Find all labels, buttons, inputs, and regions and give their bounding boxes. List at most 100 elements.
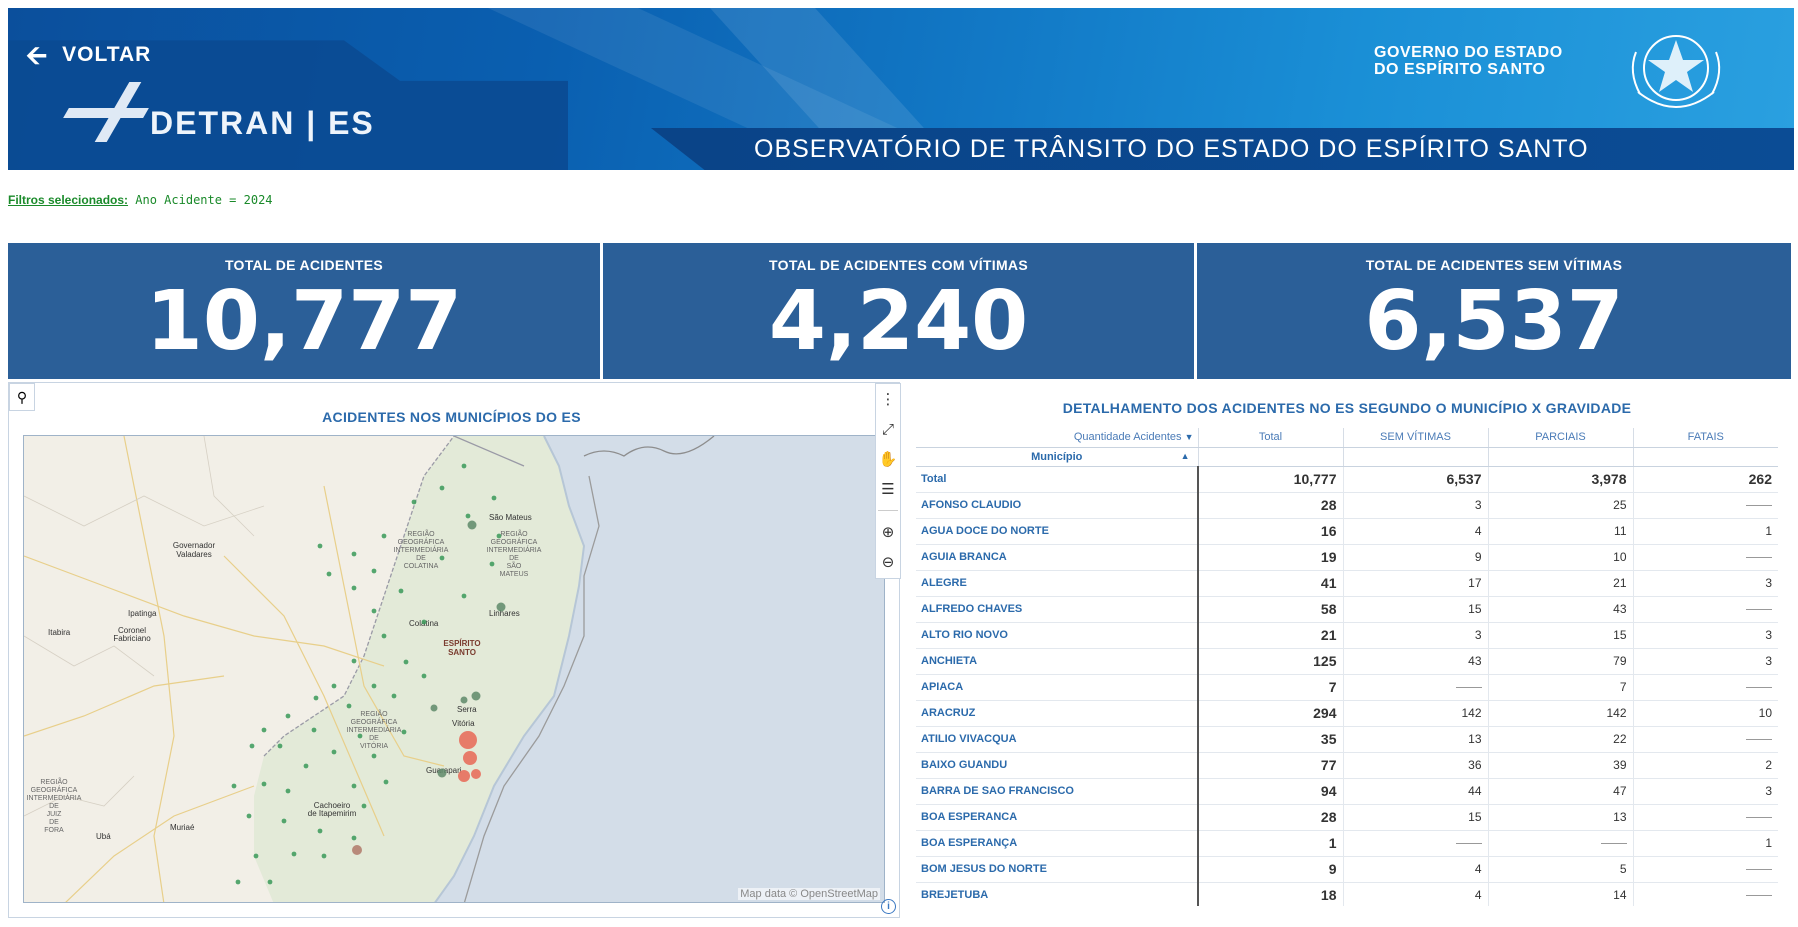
row-name: ATILIO VIVACQUA bbox=[916, 726, 1199, 753]
measure-label: Quantidade Acidentes bbox=[1073, 431, 1182, 444]
layers-icon[interactable]: ☰ bbox=[881, 481, 895, 498]
map-credit: Map data © OpenStreetMap bbox=[738, 888, 880, 900]
table-row[interactable]: BOA ESPERANCA 28 15 13 bbox=[916, 804, 1778, 831]
cell-total: 77 bbox=[1197, 752, 1343, 779]
map-panel: ⚲ ACIDENTES NOS MUNICÍPIOS DO ES bbox=[8, 382, 901, 918]
col-header-fatais[interactable]: FATAIS bbox=[1632, 428, 1778, 448]
row-name: ARACRUZ bbox=[916, 700, 1199, 727]
table-row[interactable]: ALFREDO CHAVES 58 15 43 bbox=[916, 596, 1778, 623]
map-pin-button[interactable]: ⚲ bbox=[9, 383, 35, 411]
info-icon[interactable]: i bbox=[881, 899, 896, 914]
row-header-municipio[interactable]: Município ▲ bbox=[916, 447, 1198, 467]
row-name: ALTO RIO NOVO bbox=[916, 622, 1199, 649]
detran-logo-text: DETRAN | ES bbox=[150, 104, 375, 141]
table-row[interactable]: ATILIO VIVACQUA 35 13 22 bbox=[916, 726, 1778, 753]
table-row[interactable]: BOA ESPERANÇA 1 1 bbox=[916, 830, 1778, 857]
table-row-total[interactable]: Total 10,777 6,537 3,978 262 bbox=[916, 466, 1778, 493]
map-label-es-2: SANTO bbox=[448, 648, 476, 657]
cell-parciais: 22 bbox=[1487, 726, 1633, 753]
svg-text:DE: DE bbox=[509, 555, 519, 562]
expand-icon[interactable]: ⤢ bbox=[881, 420, 894, 438]
table-row[interactable]: AFONSO CLAUDIO 28 3 25 bbox=[916, 492, 1778, 519]
map-label-vitoria: Vitória bbox=[452, 719, 475, 728]
cell-total: 41 bbox=[1197, 570, 1343, 597]
svg-text:GEOGRÁFICA: GEOGRÁFICA bbox=[351, 717, 398, 726]
map-label-sao-mateus: São Mateus bbox=[489, 513, 532, 522]
kpi-value: 10,777 bbox=[145, 274, 463, 369]
cell-total: 28 bbox=[1197, 804, 1343, 831]
map-toolbar: ⋮ ⤢ ✋ ☰ ⊕ ⊖ bbox=[875, 383, 901, 579]
cell-parciais: 14 bbox=[1487, 882, 1633, 906]
map-label-cachoeiro-2: de Itapemirim bbox=[308, 809, 357, 818]
table-title: DETALHAMENTO DOS ACIDENTES NO ES SEGUNDO… bbox=[1062, 400, 1632, 416]
cell-parciais: 13 bbox=[1487, 804, 1633, 831]
cell-fatais: 10 bbox=[1632, 700, 1778, 727]
cell-parciais: 11 bbox=[1487, 518, 1633, 545]
svg-text:FORA: FORA bbox=[44, 827, 64, 834]
cell-total: 94 bbox=[1197, 778, 1343, 805]
cell-parciais: 43 bbox=[1487, 596, 1633, 623]
measure-header[interactable]: Quantidade Acidentes ▼ bbox=[916, 428, 1198, 448]
table-row[interactable]: AGUA DOCE DO NORTE 16 4 11 1 bbox=[916, 518, 1778, 545]
kpi-value: 6,537 bbox=[1364, 274, 1624, 369]
table-row[interactable]: ARACRUZ 294 142 142 10 bbox=[916, 700, 1778, 727]
selected-filters: Filtros selecionados: Ano Acidente = 202… bbox=[8, 193, 273, 207]
filters-label[interactable]: Filtros selecionados: bbox=[8, 193, 129, 207]
table-row[interactable]: BAIXO GUANDU 77 36 39 2 bbox=[916, 752, 1778, 779]
pan-hand-icon[interactable]: ✋ bbox=[878, 451, 898, 468]
detran-cross-icon bbox=[63, 82, 149, 142]
map-label-uba: Ubá bbox=[96, 832, 111, 841]
back-button[interactable]: 🡨 VOLTAR bbox=[26, 42, 151, 68]
table-row[interactable]: AGUIA BRANCA 19 9 10 bbox=[916, 544, 1778, 571]
detran-logo: DETRAN | ES bbox=[63, 82, 375, 142]
zoom-in-icon[interactable]: ⊕ bbox=[881, 524, 895, 541]
observatory-title: OBSERVATÓRIO DE TRÂNSITO DO ESTADO DO ES… bbox=[754, 135, 1589, 163]
svg-text:GEOGRÁFICA: GEOGRÁFICA bbox=[491, 537, 538, 546]
cell-sem-vitimas: 3 bbox=[1342, 492, 1488, 519]
cell-sem-vitimas: 17 bbox=[1342, 570, 1488, 597]
cell-total: 9 bbox=[1197, 856, 1343, 883]
map-label-coronel-2: Fabriciano bbox=[113, 634, 151, 643]
toolbar-divider bbox=[878, 510, 898, 511]
empty-value-dash bbox=[1746, 739, 1772, 741]
table-row[interactable]: BREJETUBA 18 4 14 bbox=[916, 882, 1778, 906]
table-row[interactable]: ALEGRE 41 17 21 3 bbox=[916, 570, 1778, 597]
cell-sem-vitimas: 4 bbox=[1342, 518, 1488, 545]
table-body: Total 10,777 6,537 3,978 262 AFONSO CLAU… bbox=[916, 466, 1778, 906]
cell-total: 7 bbox=[1197, 674, 1343, 701]
table-row[interactable]: BOM JESUS DO NORTE 9 4 5 bbox=[916, 856, 1778, 883]
cell-fatais bbox=[1632, 492, 1778, 519]
col-header-parciais[interactable]: PARCIAIS bbox=[1487, 428, 1633, 448]
svg-text:INTERMEDIÁRIA: INTERMEDIÁRIA bbox=[394, 545, 449, 554]
cell-sem-vitimas: 142 bbox=[1342, 700, 1488, 727]
empty-value-dash bbox=[1455, 843, 1482, 845]
cell-sem-vitimas: 13 bbox=[1342, 726, 1488, 753]
table-row[interactable]: APIACA 7 7 bbox=[916, 674, 1778, 701]
cell-sem-vitimas: 43 bbox=[1342, 648, 1488, 675]
more-vertical-icon[interactable]: ⋮ bbox=[880, 391, 896, 408]
cell-parciais: 5 bbox=[1487, 856, 1633, 883]
col-header-total[interactable]: Total bbox=[1197, 428, 1343, 448]
table-row[interactable]: BARRA DE SAO FRANCISCO 94 44 47 3 bbox=[916, 778, 1778, 805]
cell-fatais bbox=[1632, 674, 1778, 701]
empty-value-dash bbox=[1746, 557, 1772, 559]
cell-sem-vitimas: 36 bbox=[1342, 752, 1488, 779]
cell-parciais: 21 bbox=[1487, 570, 1633, 597]
table-row[interactable]: ALTO RIO NOVO 21 3 15 3 bbox=[916, 622, 1778, 649]
row-name: APIACA bbox=[916, 674, 1199, 701]
map-canvas[interactable]: Governador Valadares Ipatinga Coronel Fa… bbox=[23, 435, 885, 903]
cell-parciais: 15 bbox=[1487, 622, 1633, 649]
table-row[interactable]: ANCHIETA 125 43 79 3 bbox=[916, 648, 1778, 675]
map-region-labels: REGIÃO GEOGRÁFICA INTERMEDIÁRIA DE COLAT… bbox=[27, 529, 542, 834]
cell-total: 294 bbox=[1197, 700, 1343, 727]
pin-icon: ⚲ bbox=[16, 388, 28, 405]
svg-text:INTERMEDIÁRIA: INTERMEDIÁRIA bbox=[27, 793, 82, 802]
zoom-out-icon[interactable]: ⊖ bbox=[881, 554, 895, 571]
cell-fatais: 1 bbox=[1632, 830, 1778, 857]
accident-markers-hot bbox=[352, 731, 481, 855]
cell-fatais: 3 bbox=[1632, 648, 1778, 675]
cell-sem-vitimas bbox=[1342, 674, 1488, 701]
map-label-serra: Serra bbox=[457, 705, 477, 714]
cell-fatais bbox=[1632, 596, 1778, 623]
col-header-sem-vitimas[interactable]: SEM VÍTIMAS bbox=[1342, 428, 1488, 448]
